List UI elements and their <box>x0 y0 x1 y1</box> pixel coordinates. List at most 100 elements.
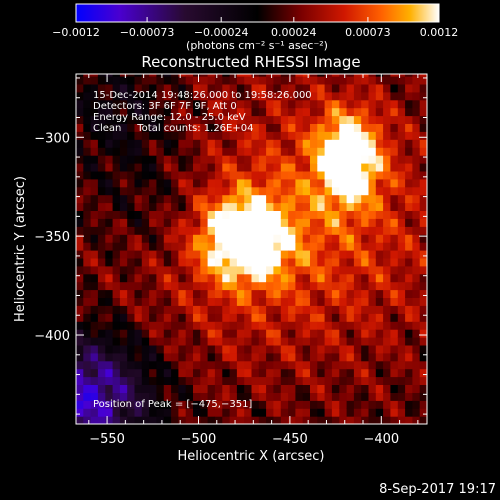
heatmap-cell <box>412 194 421 204</box>
heatmap-cell <box>236 376 245 385</box>
heatmap-cell <box>295 368 304 378</box>
heatmap-cell <box>156 344 165 354</box>
heatmap-cell <box>200 107 209 117</box>
heatmap-cell <box>90 250 99 259</box>
heatmap-cell <box>353 265 362 275</box>
heatmap-cell <box>134 408 143 417</box>
colorbar-tick-label: 0.0012 <box>420 26 459 39</box>
heatmap-cell <box>288 186 296 196</box>
heatmap-cell <box>266 186 274 196</box>
heatmap-cell <box>288 163 296 172</box>
heatmap-cell <box>149 400 157 409</box>
heatmap-cell <box>266 74 274 77</box>
heatmap-cell <box>405 170 413 180</box>
heatmap-cell <box>339 416 348 424</box>
heatmap-cell <box>178 257 187 267</box>
heatmap-cell <box>90 139 99 148</box>
heatmap-cell <box>141 289 150 298</box>
heatmap-cell <box>236 218 245 227</box>
heatmap-cell <box>273 392 282 401</box>
heatmap-cell <box>185 329 194 338</box>
heatmap-cell <box>339 321 348 330</box>
heatmap-cell <box>134 360 143 370</box>
heatmap-cell <box>302 408 311 417</box>
heatmap-cell <box>119 289 128 298</box>
heatmap-cell <box>383 408 391 417</box>
heatmap-cell <box>412 115 421 124</box>
heatmap-cell <box>90 218 99 227</box>
heatmap-cell <box>397 226 406 235</box>
heatmap-cell <box>353 226 362 235</box>
heatmap-cell <box>302 115 311 124</box>
heatmap-cell <box>405 107 413 117</box>
heatmap-cell <box>171 376 179 385</box>
heatmap-cell <box>302 163 311 172</box>
heatmap-cell <box>83 163 92 172</box>
heatmap-cell <box>200 194 209 204</box>
heatmap-cell <box>302 147 311 156</box>
heatmap-cell <box>193 337 201 346</box>
heatmap-cell <box>317 83 326 93</box>
heatmap-cell <box>236 297 245 306</box>
heatmap-cell <box>229 305 238 314</box>
heatmap-cell <box>200 139 209 148</box>
heatmap-cell <box>353 83 362 93</box>
heatmap-cell <box>273 186 282 196</box>
heatmap-cell <box>375 329 384 338</box>
heatmap-cell <box>266 392 274 401</box>
heatmap-cell <box>178 155 187 164</box>
heatmap-cell <box>185 305 194 314</box>
heatmap-cell <box>375 186 384 196</box>
heatmap-cell <box>127 74 136 77</box>
heatmap-cell <box>149 265 157 275</box>
heatmap-cell <box>222 257 231 267</box>
heatmap-cell <box>119 376 128 385</box>
heatmap-cell <box>207 186 216 196</box>
heatmap-cell <box>193 273 201 283</box>
heatmap-cell <box>273 170 282 180</box>
heatmap-cell <box>383 250 391 259</box>
heatmap-cell <box>419 115 427 124</box>
heatmap-cell <box>207 178 216 188</box>
heatmap-cell <box>412 218 421 227</box>
heatmap-cell <box>163 83 172 93</box>
heatmap-cell <box>141 360 150 370</box>
heatmap-cell <box>171 368 179 378</box>
heatmap-cell <box>193 170 201 180</box>
heatmap-cell <box>251 163 260 172</box>
heatmap-cell <box>76 226 84 235</box>
heatmap-cell <box>383 226 391 235</box>
heatmap-cell <box>229 337 238 346</box>
heatmap-cell <box>236 416 245 424</box>
heatmap-cell <box>280 400 289 409</box>
heatmap-cell <box>119 281 128 291</box>
heatmap-cell <box>405 218 413 227</box>
heatmap-cell <box>412 107 421 117</box>
heatmap-cell <box>214 281 223 291</box>
heatmap-cell <box>119 344 128 354</box>
heatmap-cell <box>127 321 136 330</box>
heatmap-cell <box>302 76 311 85</box>
heatmap-cell <box>390 400 399 409</box>
heatmap-cell <box>331 123 340 132</box>
heatmap-cell <box>251 178 260 188</box>
heatmap-cell <box>390 123 399 132</box>
heatmap-cell <box>171 194 179 204</box>
heatmap-cell <box>361 76 370 85</box>
heatmap-cell <box>258 76 267 85</box>
heatmap-cell <box>141 352 150 362</box>
heatmap-cell <box>419 352 427 362</box>
heatmap-cell <box>288 329 296 338</box>
heatmap-cell <box>258 329 267 338</box>
heatmap-cell <box>90 76 99 85</box>
heatmap-cell <box>339 91 348 101</box>
heatmap-cell <box>141 265 150 275</box>
heatmap-cell <box>200 186 209 196</box>
heatmap-cell <box>258 170 267 180</box>
heatmap-cell <box>222 242 231 251</box>
heatmap-cell <box>331 376 340 385</box>
heatmap-cell <box>375 321 384 330</box>
heatmap-cell <box>375 297 384 306</box>
heatmap-cell <box>97 344 106 354</box>
